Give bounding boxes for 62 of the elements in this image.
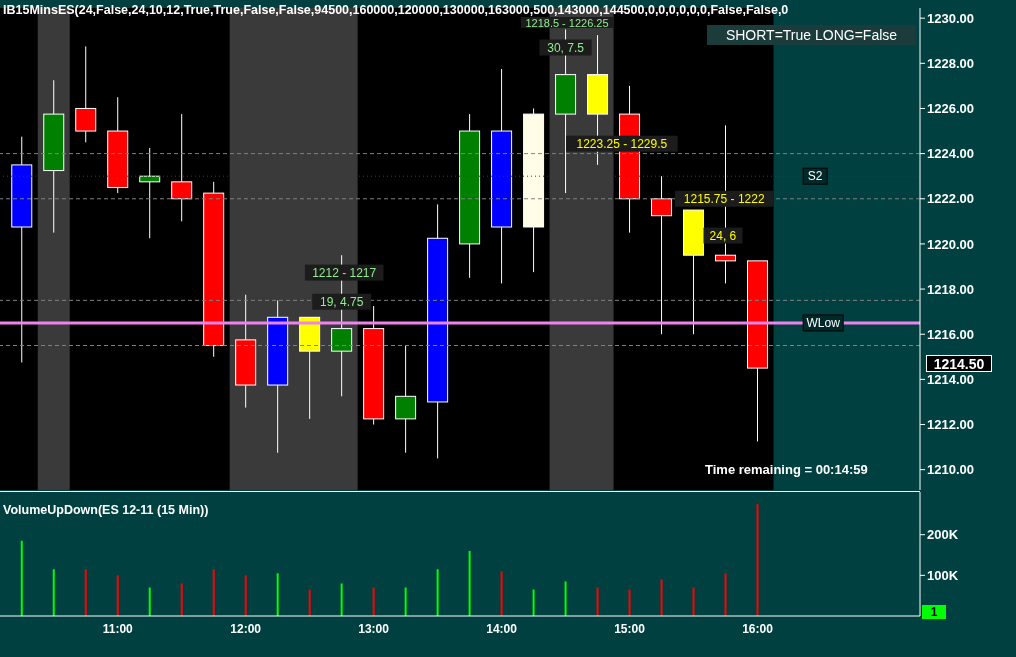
bar xyxy=(84,569,87,616)
annotation: 1215.75 - 1222 xyxy=(683,191,765,206)
y-tick-label: 1224.00 xyxy=(927,146,974,162)
bar xyxy=(52,569,55,616)
candlestick xyxy=(651,175,673,335)
chart-title: IB15MinsES(24,False,24,10,12,True,True,False,False,94500,160000,120000,130000,163000,500,143000,144500,0,0,0,0,0,0,False,False,0 xyxy=(3,3,789,17)
bar xyxy=(340,583,343,616)
y-tick-label: 200K xyxy=(927,527,959,543)
annotation: 30, 7.5 xyxy=(547,40,585,55)
annotation: 1223.25 - 1229.5 xyxy=(576,136,668,151)
bar xyxy=(180,583,183,616)
x-tick-label: 14:00 xyxy=(486,621,518,636)
bar xyxy=(500,571,503,616)
x-tick-label: 12:00 xyxy=(230,621,262,636)
text: 1214.50 xyxy=(926,355,992,372)
x-tick-label: 16:00 xyxy=(742,621,774,636)
candlestick xyxy=(171,113,193,222)
bar xyxy=(116,575,119,616)
ref-line-label: WLow xyxy=(806,315,841,330)
y-tick-label: 1214.00 xyxy=(927,371,974,387)
y-tick-label: 1226.00 xyxy=(927,101,974,117)
bar xyxy=(244,575,247,616)
y-tick-label: 1230.00 xyxy=(927,10,974,26)
annotation: 1218.5 - 1226.25 xyxy=(521,16,613,29)
y-tick-label: 100K xyxy=(927,567,959,583)
y-tick-label: 1220.00 xyxy=(927,236,974,252)
ref-line-label: S2 xyxy=(807,169,823,184)
bar xyxy=(692,587,695,616)
candlestick xyxy=(75,45,97,143)
y-tick-label: 1228.00 xyxy=(927,55,974,71)
x-tick-label: 13:00 xyxy=(358,621,390,636)
bar xyxy=(436,569,439,616)
bar xyxy=(20,540,23,616)
bar xyxy=(564,581,567,616)
annotation: Time remaining = 00:14:59 xyxy=(704,462,869,477)
bar xyxy=(372,587,375,616)
text: 1 xyxy=(922,605,946,619)
y-tick-label: 1212.00 xyxy=(927,417,974,433)
y-tick-label: 1222.00 xyxy=(927,191,974,207)
text: VolumeUpDown(ES 12-11 (15 Min)) xyxy=(3,503,209,517)
y-tick-label: 1216.00 xyxy=(927,326,974,342)
bar xyxy=(532,589,535,616)
bar xyxy=(724,573,727,616)
bar xyxy=(468,550,471,616)
bar xyxy=(212,569,215,616)
x-tick-label: 11:00 xyxy=(102,621,134,636)
bar xyxy=(596,587,599,616)
bar xyxy=(404,587,407,616)
y-tick-label: 1218.00 xyxy=(927,281,974,297)
bar xyxy=(660,579,663,616)
y-tick-label: 1210.00 xyxy=(927,462,974,478)
bar xyxy=(308,589,311,616)
annotation: 24, 6 xyxy=(709,228,737,243)
bar xyxy=(276,573,279,616)
bar xyxy=(756,504,759,616)
bar xyxy=(148,587,151,616)
x-tick-label: 15:00 xyxy=(614,621,646,636)
bar xyxy=(628,589,631,616)
annotation: 1212 - 1217 xyxy=(312,265,377,280)
candlestick xyxy=(395,345,417,454)
annotation: 19, 4.75 xyxy=(319,294,364,309)
annotation: SHORT=True LONG=False xyxy=(707,25,916,45)
